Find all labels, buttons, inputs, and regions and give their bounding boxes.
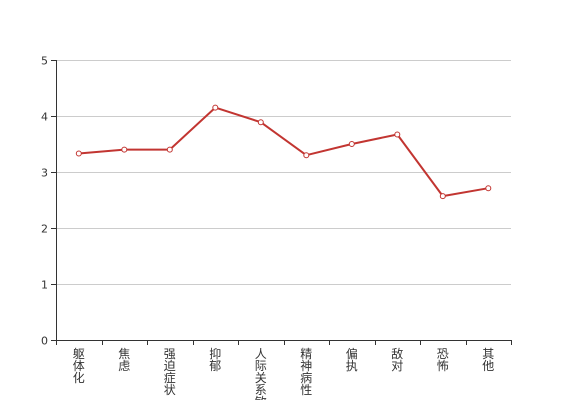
- x-tick-label: 恐怖: [437, 347, 449, 373]
- x-tick-label: 精神病性: [300, 347, 312, 397]
- y-tick-label: 2: [41, 223, 48, 236]
- y-tick-label: 1: [41, 279, 48, 292]
- data-point[interactable]: [485, 185, 492, 192]
- y-tick-label: 3: [41, 167, 48, 180]
- data-point[interactable]: [303, 152, 310, 159]
- data-point[interactable]: [75, 150, 82, 157]
- x-tick-label: 其他: [482, 347, 494, 373]
- series-layer: [75, 104, 492, 200]
- series-line: [78, 106, 489, 198]
- data-point[interactable]: [439, 193, 446, 200]
- data-point[interactable]: [121, 146, 128, 153]
- y-tick-label: 4: [41, 111, 48, 124]
- grid-lines: [56, 60, 511, 285]
- x-tick-label: 人际关系敏: [255, 347, 267, 400]
- tick-labels: 0 1 2 3 4 5 躯体化 焦虑 强迫症状 抑郁 人际关系敏 精神病性 偏执 敌对 恐怖 其他: [41, 55, 494, 400]
- x-tick-label: 焦虑: [118, 347, 130, 373]
- data-point[interactable]: [348, 141, 355, 147]
- y-tick-label: 5: [41, 55, 48, 68]
- x-tick-label: 强迫症状: [164, 347, 176, 397]
- y-tick-label: 0: [41, 335, 48, 348]
- data-point[interactable]: [212, 104, 219, 111]
- axes: [51, 60, 512, 345]
- x-tick-label: 抑郁: [209, 346, 221, 373]
- x-tick-label: 躯体化: [73, 346, 85, 385]
- x-tick-label: 敌对: [391, 346, 403, 373]
- x-tick-label: 偏执: [346, 346, 358, 373]
- data-point[interactable]: [257, 119, 264, 126]
- data-point[interactable]: [394, 131, 401, 138]
- data-point[interactable]: [166, 146, 173, 153]
